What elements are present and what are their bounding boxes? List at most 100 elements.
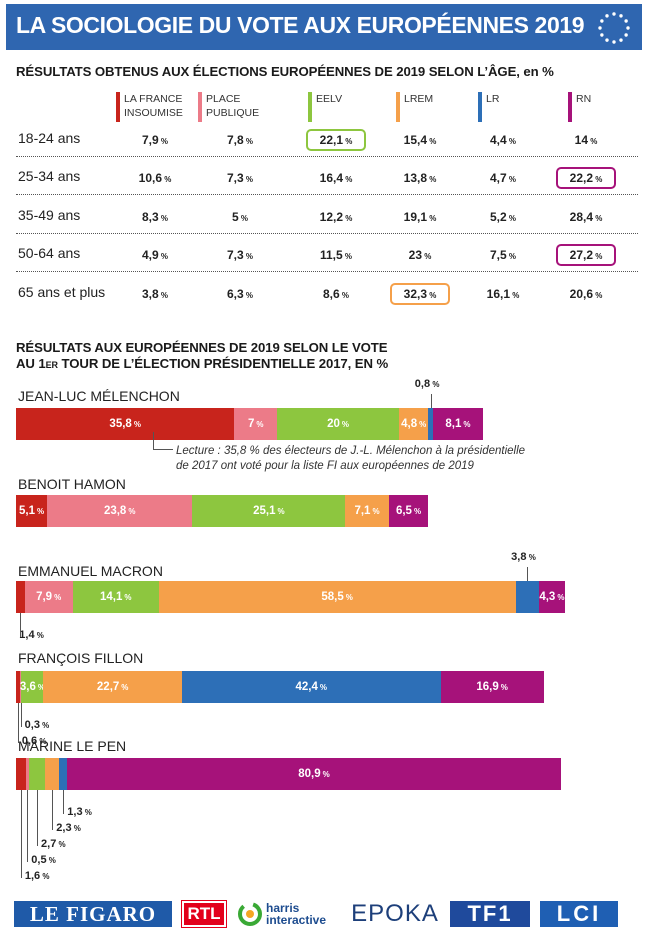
column-swatch	[478, 92, 482, 122]
value-text: 7,3	[226, 248, 244, 262]
age-label: 18-24 ans	[18, 130, 81, 146]
candidate-name: EMMANUEL MACRON	[18, 563, 163, 579]
pct-sign: %	[37, 737, 47, 746]
value-text: 23	[408, 248, 422, 262]
value-text: 25,1	[253, 505, 276, 517]
outside-label: 2,3 %	[56, 822, 81, 834]
outside-label: 0,8 %	[415, 378, 440, 390]
pct-sign: %	[593, 291, 603, 300]
age-label: 25-34 ans	[18, 168, 81, 184]
bar-segment: 22,7 %	[43, 671, 182, 703]
eu-stars-icon	[598, 12, 630, 44]
bar-segment	[16, 758, 26, 790]
pct-sign: %	[158, 137, 169, 146]
lecture-line-1: Lecture : 35,8 % des électeurs de J.-L. …	[176, 445, 526, 457]
eu-star	[619, 14, 623, 18]
value-text: 3,6	[19, 681, 36, 693]
bar-segment: 80,9 %	[67, 758, 561, 790]
pct-sign: %	[133, 419, 141, 429]
pct-sign: %	[71, 824, 81, 833]
eu-star	[626, 26, 630, 30]
value-text: 6,5	[395, 505, 412, 517]
value-text: 11,5	[319, 248, 343, 262]
pct-sign: %	[593, 252, 603, 261]
column-header-line1: LA FRANCE	[124, 93, 183, 105]
pct-sign: %	[243, 175, 254, 184]
eu-star	[600, 33, 604, 37]
bar-segment	[16, 671, 20, 703]
bar-segment: 25,1 %	[192, 495, 346, 527]
bar-segment	[45, 758, 60, 790]
value-text: 4,3	[539, 591, 556, 603]
table-cell: 4,4 %	[473, 133, 533, 147]
bar-segment: 35,8 %	[16, 408, 235, 440]
table-cell: 13,8 %	[390, 171, 450, 185]
column-header-0: LA FRANCE INSOUMISE	[116, 92, 183, 122]
bar-segment	[428, 408, 434, 440]
eu-star	[612, 12, 616, 16]
bar-segment	[19, 671, 22, 703]
bar-segment: 4,3 %	[538, 581, 565, 613]
pct-sign: %	[243, 252, 254, 261]
candidate-name: JEAN-LUC MÉLENCHON	[18, 388, 180, 404]
column-header-line1: LR	[486, 93, 500, 105]
pct-sign: %	[419, 419, 427, 429]
value-text: 7,3	[226, 171, 244, 185]
bar-segment: 8,1 %	[433, 408, 483, 440]
pct-sign: %	[427, 137, 437, 146]
pct-sign: %	[463, 419, 471, 429]
value-text: 0,3	[24, 719, 40, 731]
bar-segment: 58,5 %	[158, 581, 516, 613]
pct-sign: %	[158, 252, 169, 261]
pct-sign: %	[162, 175, 172, 184]
table-cell: 7,3 %	[210, 248, 270, 262]
bar-segment: 3,6 %	[19, 671, 45, 703]
pct-sign: %	[339, 291, 350, 300]
value-text: 22,7	[96, 681, 120, 693]
eu-star	[624, 19, 628, 23]
column-header-1: PLACE PUBLIQUE	[198, 92, 260, 122]
table-cell: 23 %	[390, 248, 450, 262]
leader-line	[17, 703, 19, 743]
table-cell: 16,1 %	[473, 287, 533, 301]
table-cell-highlighted: 27,2 %	[556, 244, 616, 266]
lecture-note: Lecture : 35,8 % des électeurs de J.-L. …	[176, 444, 576, 474]
epoka-logo: EPOKA	[351, 900, 439, 927]
pct-sign: %	[342, 252, 353, 261]
row-divider	[16, 194, 638, 195]
column-swatch	[396, 92, 400, 122]
column-header-line2: PUBLIQUE	[206, 107, 260, 119]
value-text: 12,2	[319, 210, 343, 224]
outside-label: 3,8 %	[511, 551, 536, 563]
value-text: 1,4	[19, 629, 35, 641]
column-header-line1: LREM	[404, 93, 434, 105]
table-cell: 7,3 %	[210, 171, 270, 185]
value-text: 5,1	[18, 505, 35, 517]
bar-segment: 6,5 %	[388, 495, 429, 527]
eu-star	[600, 19, 604, 23]
rtl-logo: RTL	[181, 900, 227, 928]
value-text: 27,2	[569, 248, 593, 262]
age-label: 50-64 ans	[18, 245, 81, 261]
value-text: 16,4	[319, 171, 343, 185]
value-text: 20	[327, 418, 340, 430]
bar-segment	[515, 581, 539, 613]
value-text: 7,5	[489, 248, 507, 262]
value-text: 1,3	[67, 806, 83, 818]
pct-sign: %	[506, 175, 517, 184]
value-text: 3,8	[511, 551, 527, 563]
outside-label: 2,7 %	[41, 838, 66, 850]
pct-sign: %	[158, 291, 169, 300]
table-cell: 7,8 %	[210, 133, 270, 147]
bar-segment: 7 %	[234, 408, 278, 440]
value-text: 32,3	[403, 287, 427, 301]
column-header-line1: EELV	[316, 93, 343, 105]
value-text: 15,4	[403, 133, 427, 147]
pct-sign: %	[422, 252, 432, 261]
column-header-2: EELV	[308, 92, 343, 122]
table-cell: 12,2 %	[306, 210, 366, 224]
pct-sign: %	[430, 380, 440, 389]
row-divider	[16, 233, 638, 234]
row-divider	[16, 271, 638, 272]
pct-sign: %	[427, 214, 437, 223]
